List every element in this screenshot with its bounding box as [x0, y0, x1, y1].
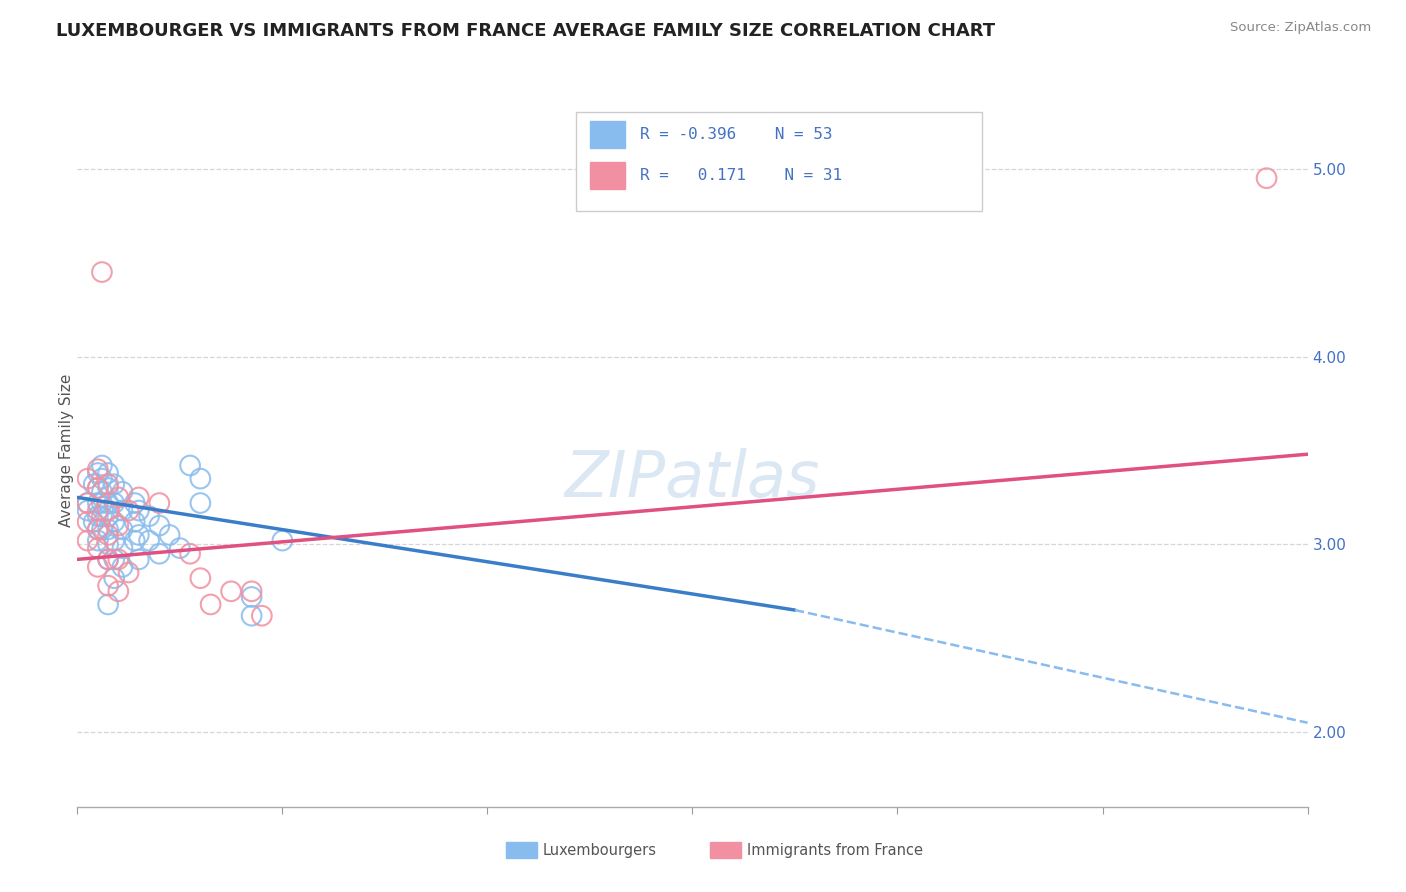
FancyBboxPatch shape	[591, 162, 624, 189]
Point	[111, 484, 134, 499]
Point	[117, 566, 139, 580]
Point	[87, 533, 110, 548]
Point	[87, 560, 110, 574]
Point	[103, 533, 125, 548]
Point	[97, 537, 120, 551]
Point	[76, 515, 98, 529]
Point	[97, 598, 120, 612]
Point	[97, 579, 120, 593]
Point	[87, 541, 110, 555]
Point	[76, 496, 98, 510]
Point	[1256, 171, 1278, 186]
Point	[87, 496, 110, 510]
Point	[117, 503, 139, 517]
Point	[138, 533, 160, 548]
Point	[90, 522, 114, 536]
Point	[128, 491, 150, 505]
Point	[97, 509, 120, 524]
Point	[90, 472, 114, 486]
Point	[111, 503, 134, 517]
Point	[76, 472, 98, 486]
Point	[97, 481, 120, 495]
Text: Luxembourgers: Luxembourgers	[543, 843, 657, 857]
Point	[87, 522, 110, 536]
Point	[240, 584, 263, 599]
Point	[103, 477, 125, 491]
Point	[188, 496, 212, 510]
Point	[87, 509, 110, 524]
Point	[111, 541, 134, 555]
Point	[97, 522, 120, 536]
Point	[148, 547, 170, 561]
Point	[148, 496, 170, 510]
FancyBboxPatch shape	[591, 120, 624, 148]
Point	[97, 503, 120, 517]
Point	[97, 466, 120, 480]
Point	[76, 496, 98, 510]
Point	[90, 265, 114, 279]
Text: R = -0.396    N = 53: R = -0.396 N = 53	[640, 127, 832, 142]
Point	[124, 496, 146, 510]
Point	[169, 541, 191, 555]
FancyBboxPatch shape	[575, 112, 981, 211]
Point	[179, 458, 201, 473]
Text: Source: ZipAtlas.com: Source: ZipAtlas.com	[1230, 21, 1371, 34]
Point	[219, 584, 242, 599]
Text: Immigrants from France: Immigrants from France	[747, 843, 922, 857]
Point	[188, 571, 212, 585]
Point	[97, 528, 120, 542]
Point	[107, 491, 129, 505]
Point	[107, 584, 129, 599]
Point	[87, 481, 110, 495]
Point	[83, 477, 105, 491]
Point	[83, 515, 105, 529]
Point	[103, 571, 125, 585]
Point	[138, 509, 160, 524]
Point	[76, 503, 98, 517]
Point	[103, 515, 125, 529]
Point	[97, 552, 120, 566]
Point	[107, 552, 129, 566]
Point	[90, 458, 114, 473]
Point	[124, 533, 146, 548]
Point	[97, 496, 120, 510]
Point	[179, 547, 201, 561]
Point	[111, 560, 134, 574]
Text: R =   0.171    N = 31: R = 0.171 N = 31	[640, 169, 842, 183]
Point	[87, 503, 110, 517]
Point	[107, 518, 129, 533]
Text: ZIPatlas: ZIPatlas	[565, 448, 820, 510]
Point	[271, 533, 294, 548]
Point	[87, 522, 110, 536]
Point	[90, 509, 114, 524]
Point	[76, 533, 98, 548]
Point	[103, 496, 125, 510]
Point	[97, 552, 120, 566]
Point	[97, 477, 120, 491]
Point	[128, 528, 150, 542]
Point	[87, 462, 110, 476]
Point	[240, 608, 263, 623]
Point	[250, 608, 273, 623]
Point	[128, 503, 150, 517]
Point	[188, 472, 212, 486]
Point	[159, 528, 181, 542]
Point	[200, 598, 222, 612]
Point	[128, 552, 150, 566]
Point	[87, 466, 110, 480]
Point	[87, 481, 110, 495]
Point	[124, 515, 146, 529]
Point	[90, 484, 114, 499]
Point	[111, 522, 134, 536]
Text: LUXEMBOURGER VS IMMIGRANTS FROM FRANCE AVERAGE FAMILY SIZE CORRELATION CHART: LUXEMBOURGER VS IMMIGRANTS FROM FRANCE A…	[56, 22, 995, 40]
Y-axis label: Average Family Size: Average Family Size	[59, 374, 73, 527]
Point	[240, 590, 263, 604]
Point	[90, 496, 114, 510]
Point	[103, 552, 125, 566]
Point	[148, 518, 170, 533]
